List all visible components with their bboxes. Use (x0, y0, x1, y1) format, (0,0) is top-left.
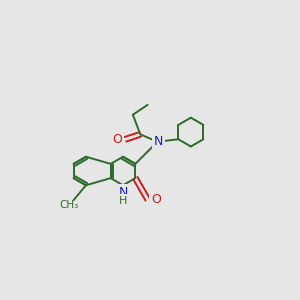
Text: N: N (153, 135, 163, 148)
Text: O: O (112, 133, 122, 146)
Text: O: O (151, 193, 161, 206)
Text: N: N (118, 186, 128, 199)
Text: CH₃: CH₃ (60, 200, 79, 209)
Text: H: H (119, 196, 127, 206)
